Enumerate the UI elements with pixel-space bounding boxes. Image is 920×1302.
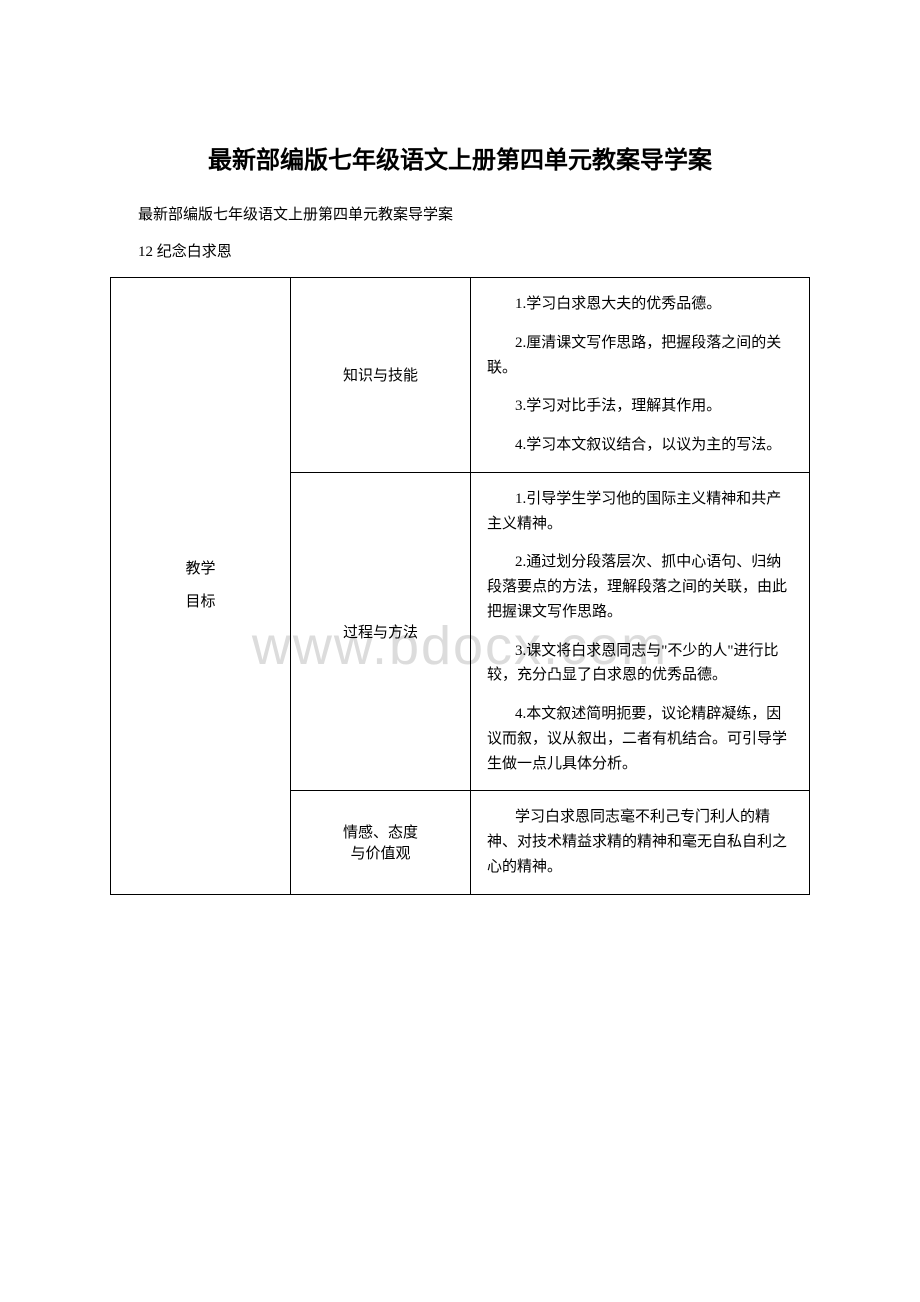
content-item: 4.本文叙述简明扼要，议论精辟凝练，因议而叙，议从叙出，二者有机结合。可引导学生… xyxy=(487,702,793,776)
content-cell-values: 学习白求恩同志毫不利己专门利人的精神、对技术精益求精的精神和毫无自私自利之心的精… xyxy=(471,791,810,894)
category-line1: 情感、态度 xyxy=(307,821,454,842)
content-item: 1.引导学生学习他的国际主义精神和共产主义精神。 xyxy=(487,487,793,537)
content-cell-knowledge: 1.学习白求恩大夫的优秀品德。 2.厘清课文写作思路，把握段落之间的关联。 3.… xyxy=(471,278,810,473)
table-row: 教学 目标 知识与技能 1.学习白求恩大夫的优秀品德。 2.厘清课文写作思路，把… xyxy=(111,278,810,473)
subtitle-text: 最新部编版七年级语文上册第四单元教案导学案 xyxy=(110,203,810,224)
content-item: 1.学习白求恩大夫的优秀品德。 xyxy=(487,292,793,317)
category-cell-knowledge: 知识与技能 xyxy=(291,278,471,473)
table-wrapper: 教学 目标 知识与技能 1.学习白求恩大夫的优秀品德。 2.厘清课文写作思路，把… xyxy=(110,277,810,895)
content-item: 2.通过划分段落层次、抓中心语句、归纳段落要点的方法，理解段落之间的关联，由此把… xyxy=(487,550,793,624)
page-container: 最新部编版七年级语文上册第四单元教案导学案 最新部编版七年级语文上册第四单元教案… xyxy=(0,0,920,955)
category-cell-process: 过程与方法 xyxy=(291,472,471,791)
content-item: 学习白求恩同志毫不利己专门利人的精神、对技术精益求精的精神和毫无自私自利之心的精… xyxy=(487,805,793,879)
lesson-title: 12 纪念白求恩 xyxy=(110,240,810,261)
category-cell-values: 情感、态度 与价值观 xyxy=(291,791,471,894)
content-item: 4.学习本文叙议结合，以议为主的写法。 xyxy=(487,433,793,458)
main-title: 最新部编版七年级语文上册第四单元教案导学案 xyxy=(110,140,810,175)
row-label-line1: 教学 xyxy=(127,553,274,586)
row-label-cell: 教学 目标 xyxy=(111,278,291,895)
content-item: 3.学习对比手法，理解其作用。 xyxy=(487,394,793,419)
content-item: 3.课文将白求恩同志与"不少的人"进行比较，充分凸显了白求恩的优秀品德。 xyxy=(487,639,793,689)
row-label-line2: 目标 xyxy=(127,586,274,619)
category-line2: 与价值观 xyxy=(307,842,454,863)
content-table: 教学 目标 知识与技能 1.学习白求恩大夫的优秀品德。 2.厘清课文写作思路，把… xyxy=(110,277,810,895)
content-cell-process: 1.引导学生学习他的国际主义精神和共产主义精神。 2.通过划分段落层次、抓中心语… xyxy=(471,472,810,791)
content-item: 2.厘清课文写作思路，把握段落之间的关联。 xyxy=(487,331,793,381)
